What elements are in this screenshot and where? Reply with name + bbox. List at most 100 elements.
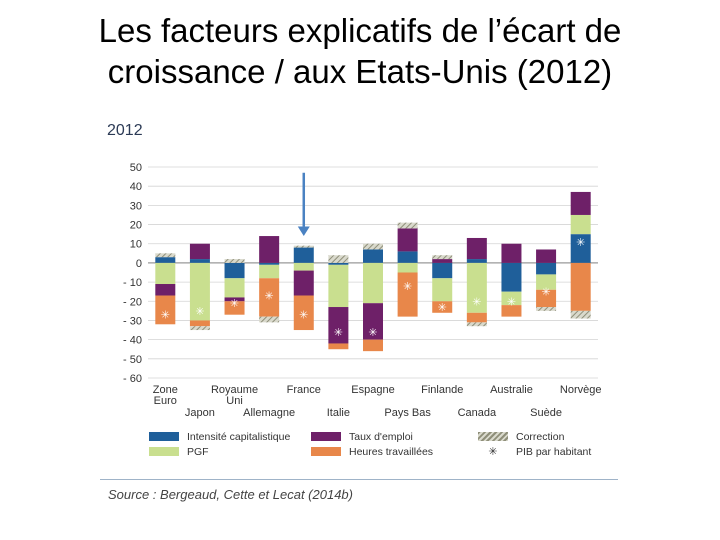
bar-segment-emploi (536, 249, 557, 263)
y-tick-label: 50 (130, 162, 142, 174)
legend-swatch (478, 432, 508, 441)
bar-segment-heures (501, 305, 522, 317)
bar-segment-correction (189, 326, 210, 331)
bar-segment-heures (293, 295, 314, 331)
pib-marker: ✳ (161, 309, 170, 322)
bar-segment-emploi (363, 303, 383, 340)
bar-segment-intensite (466, 259, 487, 263)
bar-segment-intensite (397, 251, 418, 263)
pib-marker: ✳ (368, 326, 377, 339)
bar-segment-correction (466, 322, 487, 327)
bar-segment-emploi (501, 243, 522, 263)
bar-segment-emploi (224, 297, 245, 302)
bar-segment-intensite (155, 257, 176, 263)
bar-segment-emploi (397, 228, 418, 252)
y-tick-label: - 50 (123, 354, 142, 366)
bar-segment-heures (224, 301, 245, 315)
bar-segment-intensite (501, 262, 522, 292)
source-divider (100, 479, 618, 480)
bar-segment-pgf (293, 262, 314, 271)
bar-segment-correction (155, 253, 176, 258)
bar-segment-emploi (328, 307, 349, 344)
bar-segment-pgf (189, 262, 210, 321)
bar-segment-heures (432, 301, 453, 313)
x-tick-label: France (287, 384, 321, 396)
bar-segment-intensite (224, 262, 245, 279)
bar-segment-pgf (224, 278, 245, 298)
x-tick-label: Italie (327, 407, 350, 419)
pib-marker: ✳ (265, 290, 274, 303)
bar-segment-emploi (570, 191, 591, 215)
bar-segment-pgf (501, 291, 522, 306)
legend-label: PIB par habitant (516, 446, 592, 458)
pib-marker: ✳ (507, 295, 516, 308)
x-tick-label: Finlande (421, 384, 463, 396)
y-tick-label: 10 (130, 239, 142, 251)
x-tick-label-line2: Uni (226, 395, 243, 407)
x-tick-label: Espagne (351, 384, 394, 396)
bar-segment-heures (536, 289, 557, 308)
bar-segment-pgf (536, 274, 557, 290)
bar-segment-correction (570, 310, 591, 319)
bar-segment-pgf (432, 278, 453, 302)
x-tick-label: Zone (153, 384, 178, 396)
bar-segment-emploi (189, 243, 210, 260)
slide-title-line-2: croissance / aux Etats-Unis (2012) (107, 53, 613, 90)
x-tick-label: Allemagne (243, 407, 295, 419)
x-tick-label: Pays Bas (384, 407, 431, 419)
bar-segment-heures (466, 312, 487, 323)
legend-label: Heures travaillées (349, 446, 434, 458)
bar-segment-heures (570, 262, 591, 311)
pib-marker: ✳ (576, 236, 585, 249)
bar-segment-intensite (328, 262, 349, 265)
bar-segment-emploi (466, 237, 487, 260)
pib-marker: ✳ (403, 280, 412, 293)
y-tick-label: 0 (136, 258, 142, 270)
bar-segment-emploi (259, 236, 280, 263)
x-tick-label: Suède (530, 407, 562, 419)
legend-swatch (311, 447, 341, 456)
bar-segment-emploi (293, 270, 314, 296)
x-tick-label: Australie (490, 384, 533, 396)
bar-segment-correction (328, 255, 349, 263)
bar-segment-correction (397, 222, 418, 229)
pib-marker: ✳ (472, 295, 481, 308)
pib-marker: ✳ (541, 286, 550, 299)
legend-label: Taux d'emploi (349, 431, 413, 443)
legend-swatch (149, 447, 179, 456)
x-tick-label: Norvège (560, 384, 602, 396)
bar-segment-intensite (259, 262, 280, 265)
bar-segment-correction (363, 243, 383, 250)
bar-segment-emploi (155, 284, 176, 296)
legend-label: Correction (516, 431, 565, 443)
pib-marker: ✳ (438, 301, 447, 314)
bar-segment-intensite (363, 249, 383, 263)
legend-label: Intensité capitalistique (187, 431, 291, 443)
bar-segment-pgf (363, 262, 383, 304)
chart-source: Source : Bergeaud, Cette et Lecat (2014b… (108, 487, 353, 502)
bar-segment-correction (432, 255, 453, 260)
bar-segment-correction (224, 259, 245, 263)
y-tick-label: - 10 (123, 277, 142, 289)
bar-segment-pgf (328, 264, 349, 308)
annotation-arrow-head (297, 226, 310, 237)
legend-swatch (311, 432, 341, 441)
y-tick-label: - 30 (123, 315, 142, 327)
legend-swatch: ✳ (488, 445, 498, 458)
bar-segment-pgf (466, 262, 487, 313)
pib-marker: ✳ (195, 305, 204, 318)
y-tick-label: - 40 (123, 335, 142, 347)
slide-title: Les facteurs explicatifs de l’écart de c… (20, 10, 700, 92)
bar-segment-correction (293, 245, 314, 248)
y-tick-label: - 20 (123, 296, 142, 308)
y-tick-label: 40 (130, 181, 142, 193)
bar-segment-pgf (155, 262, 176, 285)
pib-marker: ✳ (334, 326, 343, 339)
bar-segment-intensite (293, 247, 314, 263)
y-tick-label: 30 (130, 200, 142, 212)
bar-segment-heures (328, 343, 349, 350)
bar-segment-intensite (189, 259, 210, 263)
y-tick-label: 20 (130, 220, 142, 232)
bar-segment-heures (397, 272, 418, 317)
bar-segment-heures (259, 278, 280, 317)
